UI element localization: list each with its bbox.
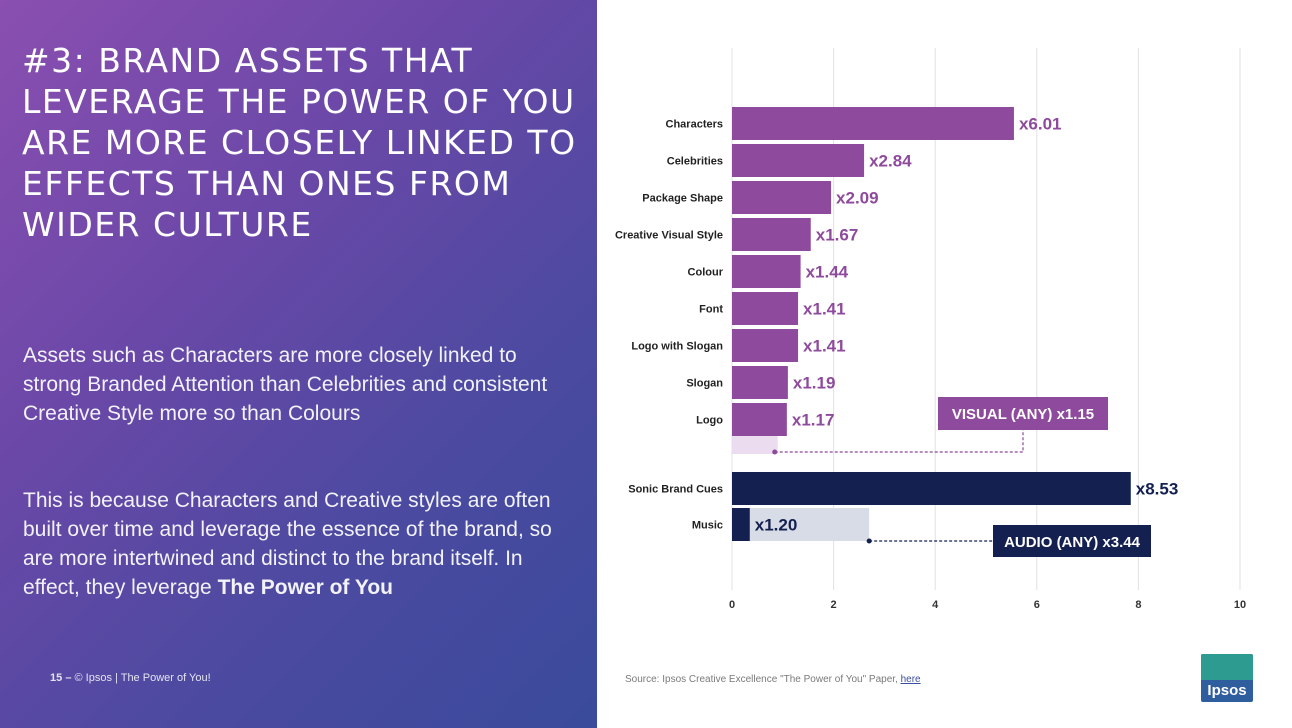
left-panel: #3: BRAND ASSETS THAT LEVERAGE THE POWER… [0, 0, 597, 728]
x-tick-label: 0 [729, 599, 735, 611]
chart-panel: 0 2 4 6 8 10 Characters x6.01 Celebrities x2.84 Pa… [597, 0, 1292, 728]
source-text: Source: Ipsos Creative Excellence "The P… [625, 674, 901, 685]
data-label: x1.17 [792, 411, 835, 430]
data-label: x2.84 [869, 152, 912, 171]
data-label: x1.41 [803, 300, 846, 319]
source-link[interactable]: here [900, 674, 921, 685]
bar [732, 329, 799, 362]
page-number: 15 [50, 672, 63, 684]
category-label: Celebrities [667, 156, 723, 168]
data-label: x1.44 [806, 263, 849, 282]
data-label: x1.20 [755, 516, 798, 535]
slide-footer: 15 – © Ipsos | The Power of You! [50, 672, 211, 684]
category-label: Music [692, 520, 723, 532]
body-paragraph-1: Assets such as Characters are more close… [23, 344, 548, 425]
footer-copyright: © Ipsos | The Power of You! [74, 672, 211, 684]
audio-aggregate-bar [732, 508, 870, 541]
bar [732, 472, 1131, 505]
ipsos-logo: Ipsos [1201, 654, 1253, 702]
category-label: Font [699, 304, 723, 316]
category-label: Colour [688, 267, 724, 279]
body-paragraph-2-bold: The Power of You [217, 576, 393, 599]
x-tick-label: 6 [1034, 599, 1040, 611]
data-label: x2.09 [836, 189, 879, 208]
data-label: x1.41 [803, 337, 846, 356]
logo-text: Ipsos [1207, 682, 1247, 699]
bar [732, 292, 799, 325]
bar [732, 508, 750, 541]
bar [732, 403, 787, 436]
visual-callout-dot [772, 449, 778, 455]
x-tick-label: 2 [831, 599, 837, 611]
bar [732, 218, 811, 251]
bar [732, 107, 1014, 140]
data-label: x1.19 [793, 374, 836, 393]
data-label: x8.53 [1136, 480, 1179, 499]
category-label: Slogan [686, 378, 723, 390]
body-paragraph-2-text: This is because Characters and Creative … [23, 489, 552, 599]
x-tick-label: 8 [1135, 599, 1141, 611]
bar-chart: 0 2 4 6 8 10 Characters x6.01 Celebrities x2.84 Pa… [615, 48, 1246, 611]
audio-callout-box [993, 525, 1151, 557]
bar [732, 181, 832, 214]
source-note: Source: Ipsos Creative Excellence "The P… [625, 674, 921, 685]
category-label: Characters [666, 119, 723, 131]
slide-title: #3: BRAND ASSETS THAT LEVERAGE THE POWER… [22, 41, 577, 244]
bar [732, 144, 865, 177]
visual-aggregate-bar [732, 436, 778, 454]
x-tick-label: 4 [932, 599, 939, 611]
data-label: x6.01 [1019, 115, 1062, 134]
category-label: Creative Visual Style [615, 230, 723, 242]
audio-callout-label: AUDIO (ANY) x3.44 [1004, 534, 1141, 551]
category-label: Logo with Slogan [631, 341, 723, 353]
footer-dash: – [65, 672, 72, 684]
category-label: Logo [696, 415, 723, 427]
visual-callout-label: VISUAL (ANY) x1.15 [952, 406, 1094, 423]
bar [732, 255, 801, 288]
data-label: x1.67 [816, 226, 859, 245]
category-label: Sonic Brand Cues [628, 484, 723, 496]
logo-top-band [1201, 654, 1253, 680]
visual-callout-line [774, 430, 1024, 453]
category-label: Package Shape [642, 193, 723, 205]
x-tick-label: 10 [1234, 599, 1246, 611]
body-paragraph-2: This is because Characters and Creative … [23, 486, 553, 602]
bar [732, 366, 788, 399]
visual-callout-box [938, 397, 1108, 430]
